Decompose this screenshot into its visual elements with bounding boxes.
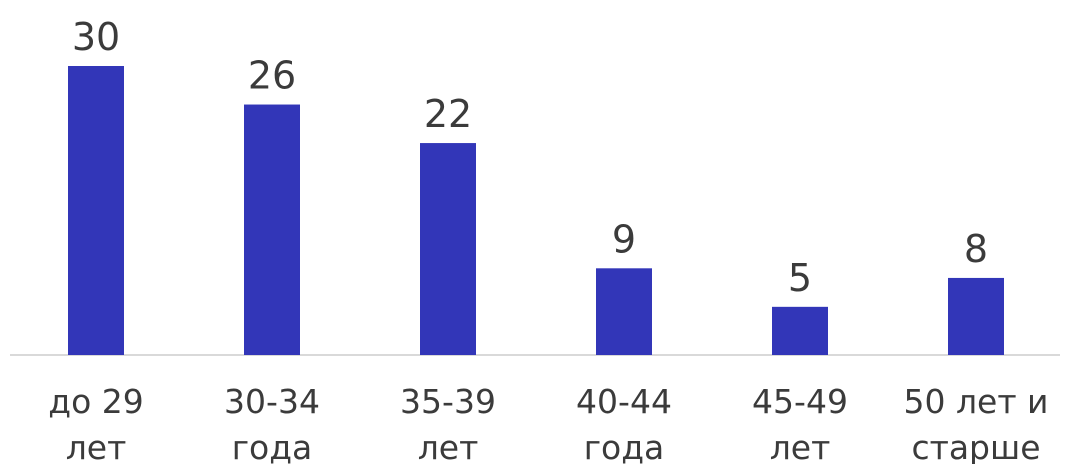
category-label-4-line-1: лет [770,428,831,464]
value-label-0: 30 [72,15,120,59]
bar-2 [420,143,476,355]
category-label-0-line-1: лет [66,428,127,464]
bar-0 [68,66,124,355]
category-label-0-line-0: до 29 [48,382,144,421]
bar-4 [772,306,828,355]
value-label-5: 8 [964,227,988,271]
value-label-2: 22 [424,92,472,136]
value-labels-group: 30 26 22 9 5 8 [72,15,988,300]
category-label-5-line-1: старше [911,428,1040,464]
bars-group [68,66,1004,356]
category-label-4-line-0: 45-49 [752,382,848,421]
category-label-2-line-1: лет [418,428,479,464]
value-label-4: 5 [788,256,812,300]
category-label-1-line-0: 30-34 [224,382,320,421]
category-label-3-line-1: года [584,428,665,464]
value-label-1: 26 [248,54,296,98]
value-label-3: 9 [612,217,636,261]
bar-3 [596,268,652,355]
category-label-3-line-0: 40-44 [576,382,672,421]
category-label-1-line-1: года [232,428,313,464]
category-label-5-line-0: 50 лет и [903,382,1048,421]
bar-5 [948,277,1004,355]
category-label-2-line-0: 35-39 [400,382,496,421]
bar-1 [244,104,300,356]
category-labels-group: до 29 лет 30-34 года 35-39 лет 40-44 года 45-49 л… [48,382,1048,464]
